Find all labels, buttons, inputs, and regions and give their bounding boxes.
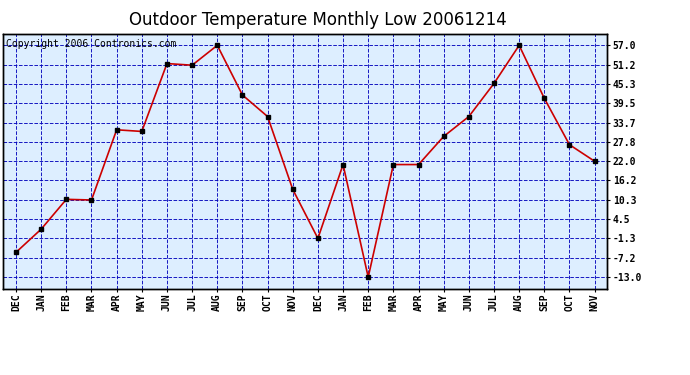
Text: Outdoor Temperature Monthly Low 20061214: Outdoor Temperature Monthly Low 20061214 bbox=[128, 11, 506, 29]
Text: Copyright 2006 Contronics.com: Copyright 2006 Contronics.com bbox=[6, 39, 177, 49]
